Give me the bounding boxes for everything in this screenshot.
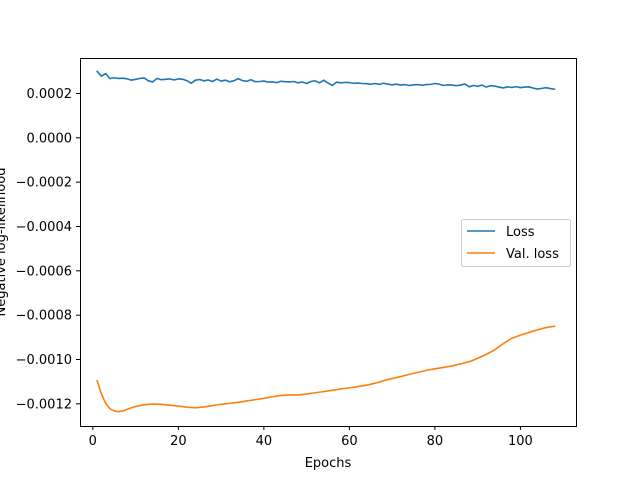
- y-tick-label: −0.0006: [16, 264, 72, 279]
- x-axis-label: Epochs: [305, 456, 352, 471]
- y-tick-label: −0.0004: [16, 220, 72, 235]
- y-tick-label: 0.0002: [27, 87, 73, 102]
- y-tick-label: −0.0010: [16, 353, 72, 368]
- y-tick-label: −0.0002: [16, 176, 72, 191]
- series-line-loss: [96, 70, 556, 91]
- legend-label: Val. loss: [506, 247, 559, 262]
- x-tick-label: 0: [89, 434, 97, 449]
- legend: Loss Val. loss: [461, 219, 571, 267]
- x-tick-label: 100: [508, 434, 533, 449]
- x-axis: 0 20 40 60 80 100: [89, 426, 533, 449]
- y-axis: 0.0002 0.0000 −0.0002 −0.0004 −0.0006 −0.0008…: [16, 87, 80, 412]
- series-layer: [96, 70, 556, 413]
- x-tick-label: 40: [256, 434, 273, 449]
- y-axis-label: Negative log-likelihood: [0, 168, 9, 317]
- x-tick-label: 80: [427, 434, 444, 449]
- y-tick-label: −0.0008: [16, 309, 72, 324]
- legend-label: Loss: [506, 225, 535, 240]
- y-tick-label: −0.0012: [16, 397, 72, 412]
- x-tick-label: 20: [170, 434, 187, 449]
- x-tick-label: 60: [341, 434, 358, 449]
- y-tick-label: 0.0000: [27, 131, 73, 146]
- plot-frame: [80, 58, 577, 427]
